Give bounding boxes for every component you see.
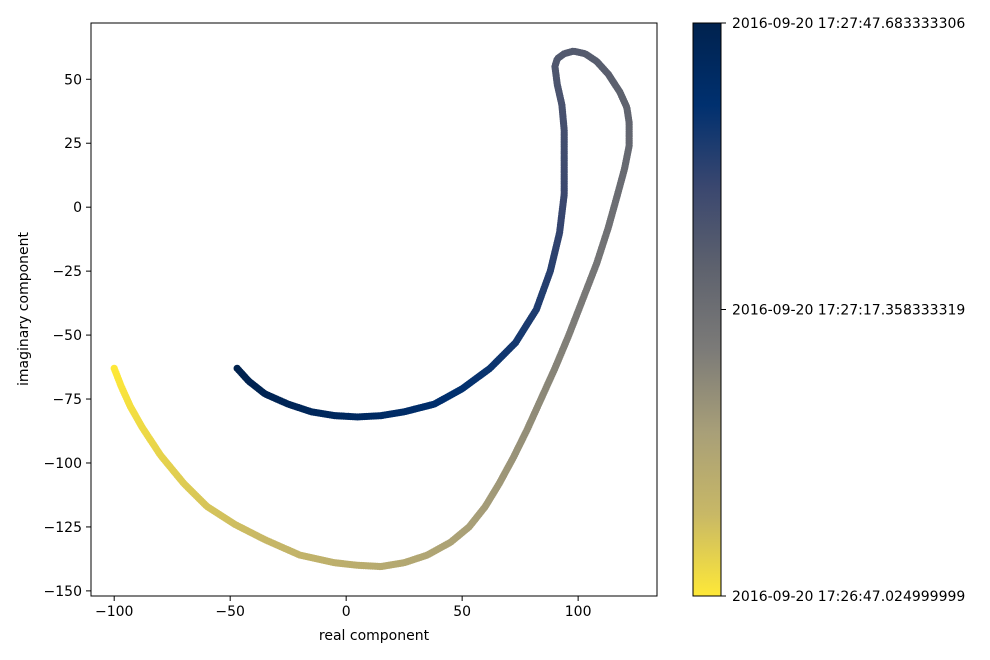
y-tick-label: −50	[52, 328, 82, 344]
x-tick-label: 0	[342, 604, 351, 620]
x-tick-label: −100	[95, 604, 133, 620]
y-tick-label: −75	[52, 392, 82, 408]
x-tick-label: 50	[453, 604, 471, 620]
y-tick-label: 25	[64, 136, 82, 152]
colorbar-axis: 2016-09-20 17:26:47.024999999 2016-09-20 …	[721, 16, 965, 605]
x-axis-label: real component	[319, 628, 430, 644]
y-axis: −150 −125 −100 −75 −50 −25 0 25 50	[44, 72, 91, 600]
x-axis: −100 −50 0 50 100	[95, 596, 592, 620]
plot-frame	[90, 22, 658, 597]
colorbar-tick-label: 2016-09-20 17:27:17.358333319	[732, 303, 965, 319]
y-tick-label: −25	[52, 264, 82, 280]
x-tick-label: −50	[215, 604, 245, 620]
scatter-points	[110, 47, 633, 571]
y-axis-label: imaginary component	[16, 231, 32, 386]
y-tick-label: −150	[44, 584, 82, 600]
y-tick-label: −100	[44, 456, 82, 472]
y-tick-label: 0	[73, 200, 82, 216]
colorbar	[692, 22, 722, 597]
y-tick-label: 50	[64, 72, 82, 88]
colorbar-tick-label: 2016-09-20 17:26:47.024999999	[732, 589, 965, 605]
colorbar-tick-label: 2016-09-20 17:27:47.683333306	[732, 16, 965, 32]
scatter-point	[233, 364, 241, 372]
x-tick-label: 100	[565, 604, 592, 620]
y-tick-label: −125	[44, 520, 82, 536]
